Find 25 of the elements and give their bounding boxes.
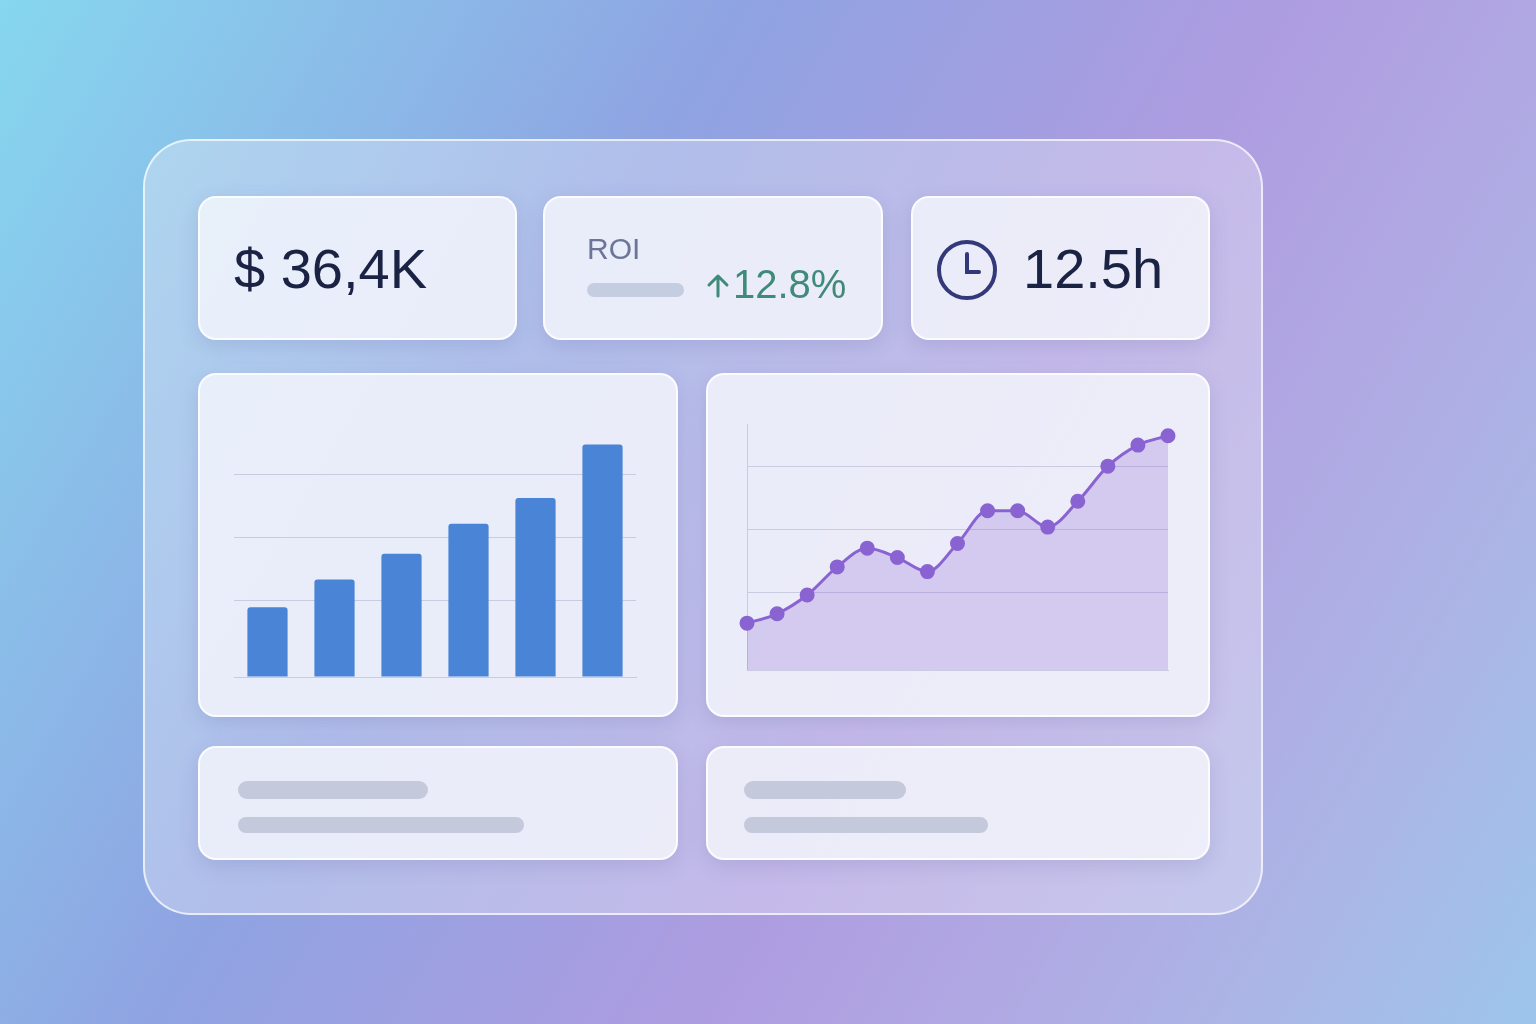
bar	[314, 579, 355, 677]
point	[889, 550, 905, 566]
point	[980, 503, 996, 519]
point	[1130, 437, 1146, 453]
point	[950, 535, 965, 551]
point	[769, 606, 785, 622]
text: ROI	[587, 232, 641, 266]
bar	[381, 553, 422, 677]
text: 12.5h	[1023, 236, 1164, 301]
text: $ 36,4K	[234, 236, 428, 301]
point	[1040, 519, 1056, 535]
bar	[448, 523, 489, 677]
text: 12.8%	[733, 262, 847, 307]
point	[919, 564, 935, 580]
point	[739, 615, 755, 631]
bar	[247, 607, 288, 677]
point	[1160, 428, 1176, 444]
point	[1100, 458, 1116, 474]
bar	[515, 498, 556, 677]
point	[1070, 493, 1086, 509]
point	[799, 587, 815, 603]
point	[829, 559, 845, 575]
bar	[582, 444, 623, 677]
point	[1010, 503, 1026, 519]
point	[859, 540, 875, 556]
